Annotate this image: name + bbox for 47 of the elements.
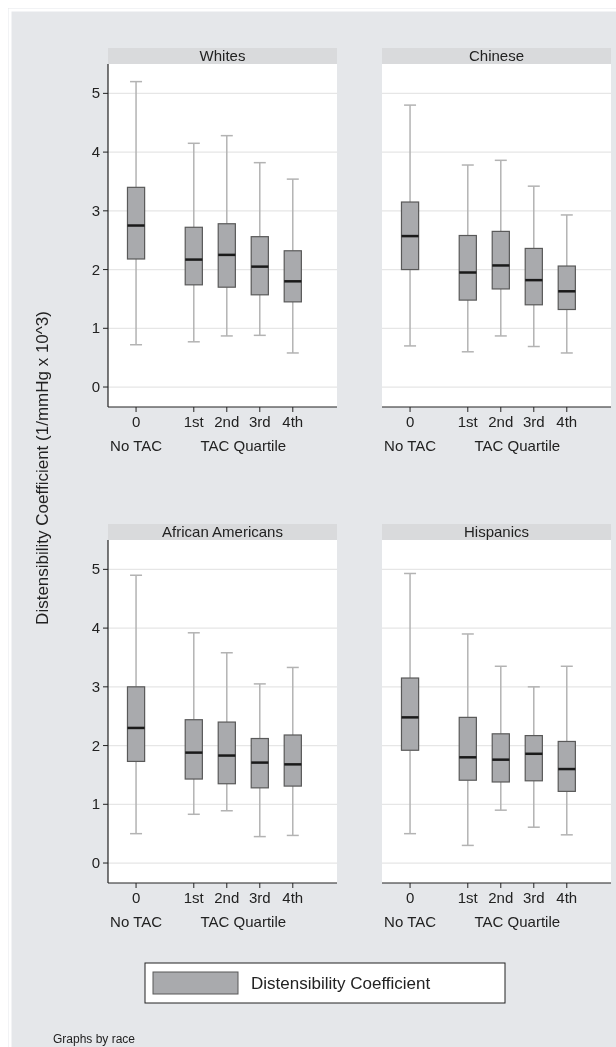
x-tick-label: 4th <box>282 889 304 906</box>
y-tick-label: 1 <box>91 795 100 813</box>
text: TAC Quartile <box>474 437 561 454</box>
x-tick-label: 3rd <box>248 889 271 906</box>
text: No TAC <box>110 437 163 454</box>
y-tick-label: 0 <box>91 378 100 396</box>
y-tick-label: 4 <box>91 619 100 637</box>
text: TAC Quartile <box>200 913 287 930</box>
text: TAC Quartile <box>474 913 561 930</box>
x-tick-label: 1st <box>457 889 479 906</box>
y-tick-label: 2 <box>91 736 100 754</box>
x-tick-label: 0 <box>405 413 415 430</box>
legend-label: Distensibility Coefficient <box>251 974 431 993</box>
x-tick-label: 4th <box>282 413 304 430</box>
x-tick-label: 3rd <box>248 413 271 430</box>
y-tick-label: 3 <box>91 677 100 695</box>
x-tick-label: 0 <box>131 413 141 430</box>
x-tick-label: 1st <box>457 413 479 430</box>
text: No TAC <box>110 913 163 930</box>
x-tick-label: 2nd <box>488 413 514 430</box>
text: No TAC <box>384 437 437 454</box>
x-tick-label: 2nd <box>214 413 240 430</box>
chart-title: African Americans <box>162 523 283 540</box>
y-tick-label: 5 <box>91 560 100 578</box>
x-tick-label: 0 <box>405 889 415 906</box>
y-axis-title: Distensibility Coefficient (1/mmHg x 10^3) <box>33 311 52 625</box>
x-tick-label: 2nd <box>214 889 240 906</box>
text: No TAC <box>384 913 437 930</box>
y-tick-label: 5 <box>91 84 100 102</box>
y-tick-label: 1 <box>91 319 100 337</box>
x-tick-label: 0 <box>131 889 141 906</box>
chart-title: Chinese <box>468 47 525 64</box>
x-tick-label: 1st <box>183 889 205 906</box>
chart-title: Hispanics <box>463 523 530 540</box>
text: Graphs by race <box>53 1032 136 1046</box>
text: TAC Quartile <box>200 437 287 454</box>
x-tick-label: 4th <box>556 889 578 906</box>
y-tick-label: 3 <box>91 201 100 219</box>
x-tick-label: 1st <box>183 413 205 430</box>
y-tick-label: 2 <box>91 260 100 278</box>
x-tick-label: 4th <box>556 413 578 430</box>
y-tick-label: 0 <box>91 854 100 872</box>
x-tick-label: 2nd <box>488 889 514 906</box>
chart-title: Whites <box>199 47 246 64</box>
x-tick-label: 3rd <box>522 413 545 430</box>
x-tick-label: 3rd <box>522 889 545 906</box>
y-tick-label: 4 <box>91 143 100 161</box>
